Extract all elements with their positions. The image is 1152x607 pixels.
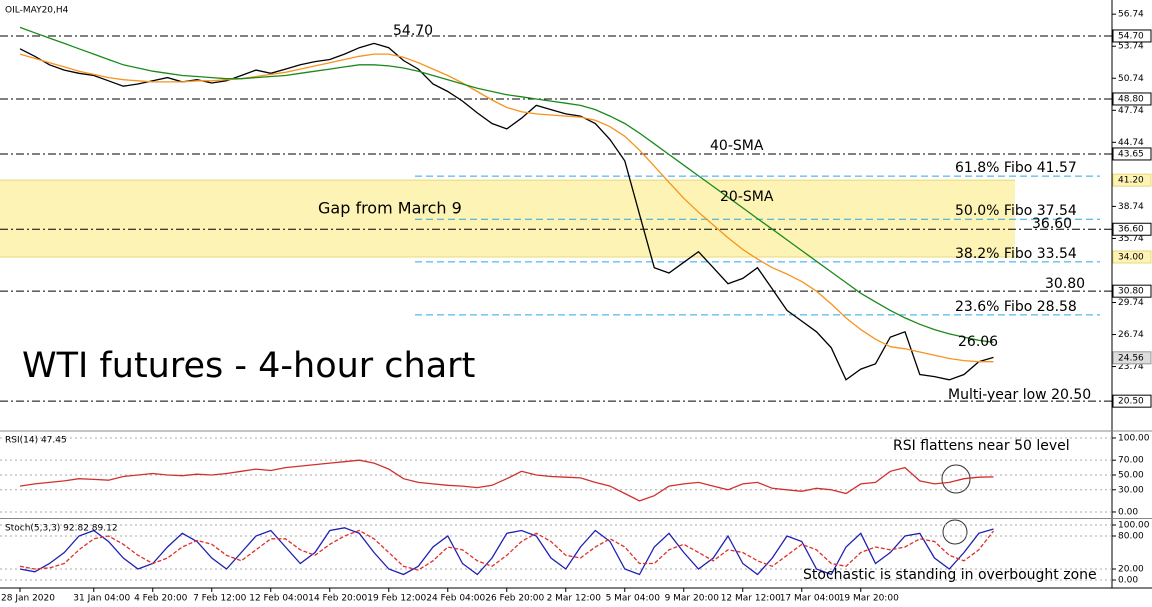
last-price-label: 24.56 xyxy=(1118,353,1144,363)
x-tick-label: 17 Mar 04:00 xyxy=(780,594,840,604)
x-tick-label: 28 Jan 2020 xyxy=(1,594,55,604)
axis-box xyxy=(1112,222,1152,236)
panel-title: Stoch(5,3,3) 92.82 89.12 xyxy=(5,524,118,534)
x-tick-label: 7 Feb 12:00 xyxy=(193,594,247,604)
x-tick-label: 31 Jan 04:00 xyxy=(73,594,130,604)
level-label: 36.60 xyxy=(1118,225,1144,235)
fibo-label: 50.0% Fibo 37.54 xyxy=(955,203,1077,219)
level-label: 54.70 xyxy=(1118,31,1144,41)
annotation: 30.80 xyxy=(1045,276,1085,292)
y-tick-label: 29.74 xyxy=(1118,298,1144,308)
x-tick-label: 12 Mar 12:00 xyxy=(721,594,781,604)
x-tick-label: 24 Feb 04:00 xyxy=(426,594,485,604)
annotation: Multi-year low 20.50 xyxy=(948,387,1091,403)
x-tick-label: 12 Feb 04:00 xyxy=(249,594,308,604)
panel-title: RSI(14) 47.45 xyxy=(5,436,67,446)
fibo-label: 38.2% Fibo 33.54 xyxy=(955,246,1077,262)
y-tick-label: 0.00 xyxy=(1118,576,1138,586)
axis-box xyxy=(1112,147,1152,161)
series-line xyxy=(19,53,994,363)
x-tick-label: 5 Mar 04:00 xyxy=(606,594,661,604)
y-tick-label: 100.00 xyxy=(1118,433,1150,443)
y-tick-label: 56.74 xyxy=(1118,10,1144,20)
axis-box xyxy=(1112,250,1152,264)
series-line xyxy=(19,459,994,502)
chart-subtitle: OIL-MAY20,H4 xyxy=(5,6,69,16)
axis-box xyxy=(1112,284,1152,298)
y-tick-label: 20.00 xyxy=(1118,565,1144,575)
y-tick-label: 53.74 xyxy=(1118,42,1144,52)
y-tick-label: 47.74 xyxy=(1118,106,1144,116)
level-label: 30.80 xyxy=(1118,287,1144,297)
y-tick-label: 70.00 xyxy=(1118,456,1144,466)
annotation: 40-SMA xyxy=(710,138,764,154)
gap-edge-label: 41.20 xyxy=(1118,176,1144,186)
y-tick-label: 35.74 xyxy=(1118,234,1144,244)
chart-title: WTI futures - 4-hour chart xyxy=(22,346,475,386)
panel-annotation: Stochastic is standing in overbought zon… xyxy=(803,567,1097,583)
gap-label: Gap from March 9 xyxy=(318,199,462,218)
x-tick-label: 4 Feb 20:00 xyxy=(134,594,188,604)
axis-box xyxy=(1112,29,1152,43)
fibo-label: 23.6% Fibo 28.58 xyxy=(955,299,1077,315)
axis-box xyxy=(1112,92,1152,106)
level-label: 20.50 xyxy=(1118,397,1144,407)
y-tick-label: 38.74 xyxy=(1118,202,1144,212)
highlight-circle xyxy=(941,464,971,494)
x-tick-label: 19 Mar 20:00 xyxy=(839,594,899,604)
y-tick-label: 26.74 xyxy=(1118,330,1144,340)
highlight-circle xyxy=(942,519,968,545)
gap-band xyxy=(0,180,1015,258)
annotation: 20-SMA xyxy=(720,189,774,205)
axis-box xyxy=(1112,173,1152,187)
x-tick-label: 14 Feb 20:00 xyxy=(308,594,367,604)
level-label: 48.80 xyxy=(1118,94,1144,104)
series-line xyxy=(19,527,994,576)
fibo-label: 61.8% Fibo 41.57 xyxy=(955,160,1077,176)
y-tick-label: 44.74 xyxy=(1118,138,1144,148)
annotation: 26.06 xyxy=(958,334,998,350)
level-label: 43.65 xyxy=(1118,149,1144,159)
axis-box xyxy=(1112,394,1152,408)
annotation: 54.70 xyxy=(393,23,433,39)
x-tick-label: 9 Mar 20:00 xyxy=(665,594,720,604)
annotation: 36.60 xyxy=(1032,216,1072,232)
series-line xyxy=(19,529,995,571)
y-tick-label: 23.74 xyxy=(1118,362,1144,372)
y-tick-label: 30.00 xyxy=(1118,485,1144,495)
y-tick-label: 50.00 xyxy=(1118,470,1144,480)
y-tick-label: 80.00 xyxy=(1118,532,1144,542)
panel-annotation: RSI flattens near 50 level xyxy=(893,438,1070,454)
series-line xyxy=(19,26,994,344)
y-tick-label: 100.00 xyxy=(1118,521,1150,531)
gap-edge-label: 34.00 xyxy=(1118,253,1144,263)
y-tick-label: 50.74 xyxy=(1118,74,1144,84)
x-tick-label: 2 Mar 12:00 xyxy=(547,594,602,604)
axis-box xyxy=(1112,351,1152,365)
x-tick-label: 26 Feb 20:00 xyxy=(485,594,544,604)
y-tick-label: 0.00 xyxy=(1118,507,1138,517)
x-tick-label: 19 Feb 12:00 xyxy=(367,594,426,604)
